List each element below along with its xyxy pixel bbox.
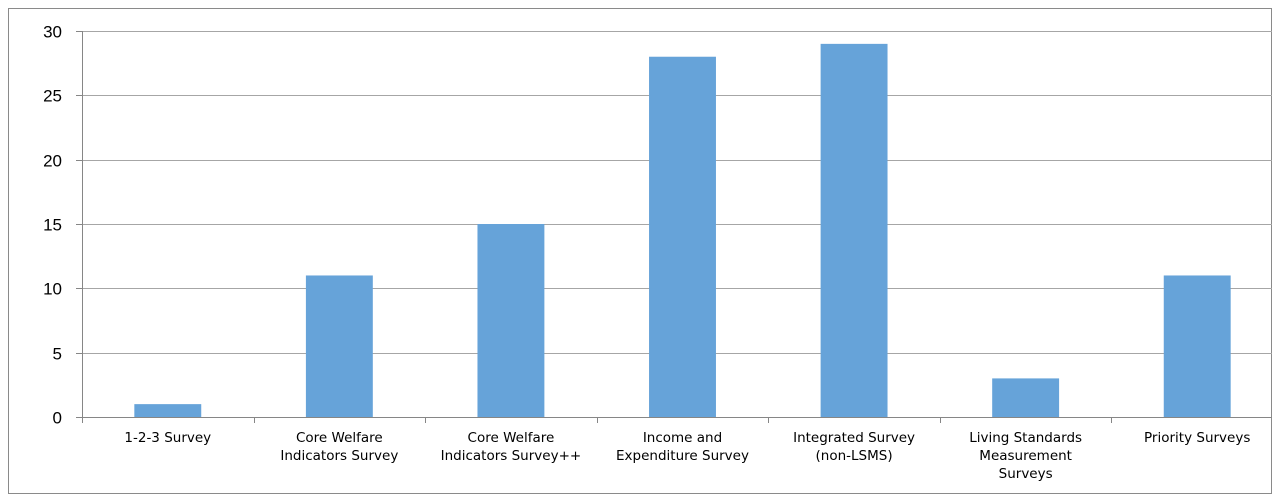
y-tick-label: 20 (43, 152, 62, 171)
x-category-label: Integrated Survey (non-LSMS) (793, 430, 915, 464)
x-category-label: Income and Expenditure Survey (616, 430, 749, 464)
bar (477, 224, 545, 417)
y-tick-label: 5 (53, 345, 62, 364)
bar (134, 404, 202, 417)
axes (76, 31, 1272, 423)
y-tick-label: 15 (43, 216, 62, 235)
x-category-label: Core Welfare Indicators Survey++ (441, 430, 582, 464)
y-tick-label: 25 (43, 87, 62, 106)
y-tick-label: 10 (43, 280, 62, 299)
x-category-label: 1-2-3 Survey (124, 430, 211, 446)
x-category-label: Core Welfare Indicators Survey (280, 430, 398, 464)
bar (649, 56, 716, 417)
y-tick-labels: 0 5 10 15 20 25 30 (43, 23, 62, 428)
chart-frame (8, 8, 1272, 494)
bars (134, 43, 1231, 417)
x-category-label: Living Standards Measurement Surveys (969, 430, 1082, 482)
x-category-label: Priority Surveys (1144, 430, 1250, 446)
bar (992, 378, 1060, 417)
y-tick-label: 30 (43, 23, 62, 42)
y-tick-label: 0 (53, 409, 62, 428)
x-category-labels: 1-2-3 Survey Core Welfare Indicators Surve… (124, 430, 1250, 482)
bar (305, 275, 373, 417)
bar (1163, 275, 1231, 417)
bar (820, 43, 888, 417)
